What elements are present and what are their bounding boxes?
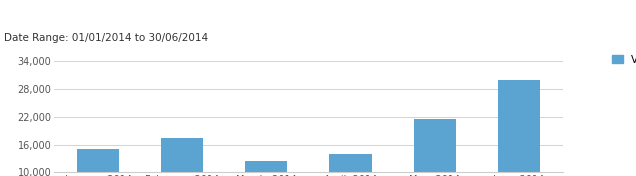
Legend: Visitors: Visitors: [612, 55, 636, 65]
Text: by Month: by Month: [50, 6, 109, 19]
Bar: [245, 161, 287, 172]
Bar: [329, 154, 371, 172]
Bar: [77, 149, 119, 172]
Bar: [498, 80, 540, 172]
Bar: [162, 138, 204, 172]
Text: Visitors Trend: Visitors Trend: [4, 6, 97, 19]
Text: Date Range: 01/01/2014 to 30/06/2014: Date Range: 01/01/2014 to 30/06/2014: [4, 33, 209, 43]
Bar: [413, 119, 455, 172]
